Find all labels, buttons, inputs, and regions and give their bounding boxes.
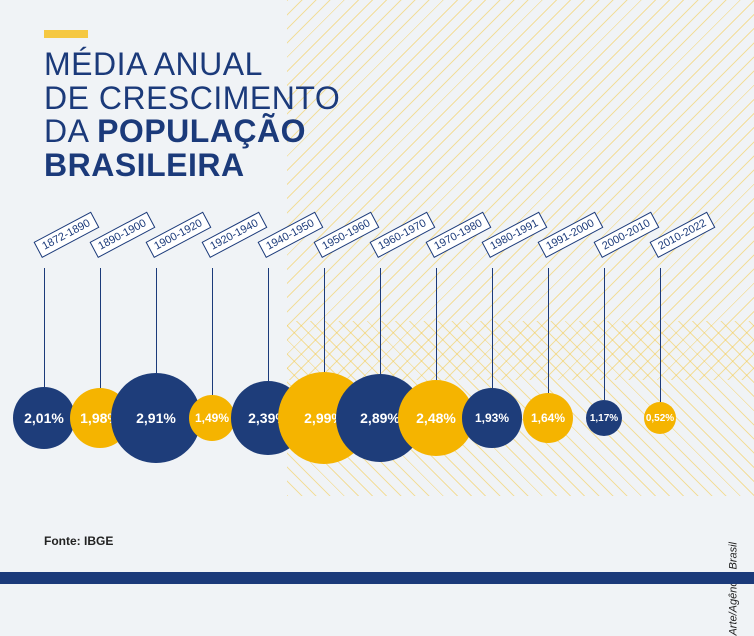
chart-title: MÉDIA ANUALDE CRESCIMENTODA POPULAÇÃOBRA… <box>44 48 340 182</box>
bubble-1872-1890: 2,01% <box>13 387 75 449</box>
connector-line <box>44 268 45 387</box>
bubble-2000-2010: 1,17% <box>586 400 622 436</box>
source-label: Fonte: IBGE <box>44 534 113 548</box>
connector-line <box>436 268 437 380</box>
bubble-2010-2022: 0,52% <box>644 402 676 434</box>
bubble-1900-1920: 2,91% <box>111 373 201 463</box>
connector-line <box>660 268 661 402</box>
bubble-1920-1940: 1,49% <box>189 395 235 441</box>
credit-label: Arte/Agência Brasil <box>728 542 740 636</box>
period-label: 1920-1940 <box>202 212 267 258</box>
period-label: 1900-1920 <box>146 212 211 258</box>
connector-line <box>548 268 549 393</box>
connector-line <box>212 268 213 395</box>
header: MÉDIA ANUALDE CRESCIMENTODA POPULAÇÃOBRA… <box>44 30 340 182</box>
bubble-1991-2000: 1,64% <box>523 393 573 443</box>
accent-bar <box>44 30 88 38</box>
bottom-bar <box>0 572 754 584</box>
connector-line <box>268 268 269 381</box>
connector-line <box>604 268 605 400</box>
period-label: 1890-1900 <box>90 212 155 258</box>
connector-line <box>324 268 325 372</box>
connector-line <box>380 268 381 374</box>
bubble-1980-1991: 1,93% <box>462 388 521 447</box>
period-label: 1872-1890 <box>34 212 99 258</box>
connector-line <box>156 268 157 373</box>
connector-line <box>492 268 493 388</box>
connector-line <box>100 268 101 388</box>
growth-bubble-chart: 2,01%1872-18901,98%1890-19002,91%1900-19… <box>0 300 754 500</box>
